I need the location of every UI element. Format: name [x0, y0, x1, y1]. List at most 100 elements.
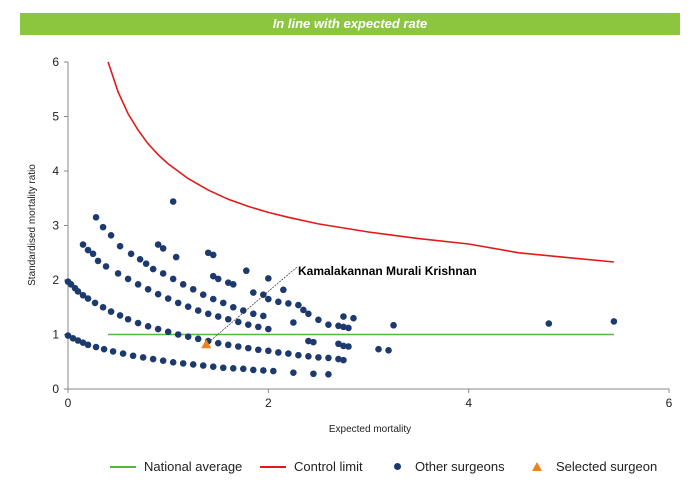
other-surgeon-point	[134, 319, 142, 327]
y-tick-label: 0	[52, 382, 59, 396]
other-surgeon-point	[169, 358, 177, 366]
other-surgeon-point	[159, 245, 167, 252]
other-surgeon-point	[164, 328, 172, 336]
other-surgeon-point	[102, 263, 110, 270]
status-banner: In line with expected rate	[20, 13, 680, 35]
other-surgeon-point	[124, 315, 132, 323]
other-surgeon-point	[184, 303, 192, 311]
other-surgeon-point	[209, 363, 217, 370]
other-surgeon-point	[224, 315, 232, 323]
other-surgeon-point	[350, 314, 357, 322]
other-surgeon-point	[107, 232, 115, 239]
other-surgeon-point	[74, 337, 82, 344]
other-surgeon-point	[99, 303, 107, 311]
other-surgeon-point	[265, 295, 272, 303]
control-limit-curve	[107, 61, 614, 263]
other-surgeon-point	[310, 338, 317, 346]
other-surgeon-point	[285, 350, 292, 357]
other-surgeon-point	[116, 242, 124, 250]
other-surgeon-point	[109, 348, 117, 355]
other-surgeon-point	[285, 300, 292, 307]
other-surgeon-point	[159, 357, 167, 364]
other-surgeon-point	[214, 339, 222, 347]
other-surgeon-point	[84, 246, 92, 254]
x-tick-label: 0	[65, 396, 72, 410]
x-tick-label: 4	[465, 396, 472, 410]
legend-label: Control limit	[294, 459, 363, 474]
other-surgeon-point	[305, 353, 312, 360]
other-surgeon-point	[92, 343, 100, 351]
other-surgeon-point	[260, 291, 267, 299]
other-surgeon-point	[250, 289, 257, 296]
other-surgeon-point	[79, 339, 87, 346]
other-surgeon-point	[325, 370, 332, 378]
legend-selected-surgeon: Selected surgeon	[528, 459, 657, 474]
other-surgeon-point	[199, 362, 207, 369]
other-surgeon-point	[154, 241, 162, 248]
other-surgeon-point	[305, 310, 312, 318]
legend-control-limit: Control limit	[260, 459, 363, 474]
other-surgeon-point	[100, 345, 108, 353]
other-surgeon-point	[209, 272, 217, 280]
other-surgeon-point	[107, 308, 115, 315]
other-surgeon-point	[335, 322, 342, 330]
other-surgeon-point	[340, 356, 347, 364]
other-surgeon-point	[79, 241, 87, 248]
other-surgeon-point	[116, 312, 124, 319]
other-surgeon-point	[84, 341, 92, 349]
y-tick-label: 3	[52, 219, 59, 233]
other-surgeon-point	[270, 367, 277, 375]
y-tick-label: 6	[52, 55, 59, 69]
other-surgeon-point	[545, 320, 553, 327]
other-surgeon-point	[300, 306, 307, 314]
other-surgeon-point	[275, 298, 282, 306]
other-surgeon-point	[290, 319, 297, 326]
other-surgeon-point	[99, 223, 107, 231]
other-surgeon-point	[255, 323, 262, 331]
other-surgeon-point	[154, 325, 162, 333]
other-surgeon-point	[310, 370, 317, 378]
other-surgeon-point	[209, 295, 217, 303]
other-surgeon-point	[154, 290, 162, 298]
legend-other-surgeons: Other surgeons	[390, 459, 505, 474]
other-surgeon-point	[325, 321, 332, 328]
other-surgeon-point	[119, 350, 127, 357]
other-surgeon-point	[79, 291, 87, 299]
other-surgeon-point	[260, 312, 267, 320]
other-surgeon-point	[385, 347, 392, 354]
other-surgeon-point	[149, 265, 157, 273]
funnel-plot: Standardised mortality ratio Expected mo…	[27, 55, 673, 435]
other-surgeon-point	[325, 354, 332, 362]
other-surgeon-point	[245, 321, 252, 328]
other-surgeon-point	[239, 365, 247, 373]
x-axis-label: Expected mortality	[329, 424, 411, 435]
other-surgeon-point	[345, 343, 352, 350]
other-surgeon-point	[340, 323, 347, 331]
other-surgeon-point	[149, 355, 157, 363]
other-surgeon-point	[340, 342, 347, 350]
other-surgeon-point	[239, 307, 247, 314]
other-surgeon-point	[74, 288, 82, 295]
other-surgeon-point	[242, 267, 250, 275]
other-surgeon-point	[245, 344, 252, 352]
legend: National average Control limit Other sur…	[110, 459, 690, 479]
other-surgeon-point	[89, 250, 97, 258]
other-surgeon-point	[295, 351, 302, 359]
other-surgeon-point	[335, 355, 342, 363]
other-surgeon-point	[69, 335, 77, 342]
other-surgeon-point	[199, 291, 207, 299]
green-line-icon	[110, 465, 136, 468]
other-surgeon-point	[164, 295, 172, 302]
other-surgeon-point	[144, 285, 152, 293]
other-surgeon-point	[375, 345, 382, 353]
other-surgeon-point	[189, 285, 197, 293]
other-surgeon-point	[174, 299, 182, 307]
x-tick-label: 6	[666, 396, 673, 410]
other-surgeon-point	[91, 299, 99, 307]
other-surgeon-point	[229, 281, 237, 288]
other-surgeon-point	[204, 249, 212, 257]
other-surgeon-point	[169, 275, 177, 283]
other-surgeon-point	[390, 321, 397, 329]
other-surgeon-point	[144, 323, 152, 330]
other-surgeon-point	[136, 255, 144, 263]
